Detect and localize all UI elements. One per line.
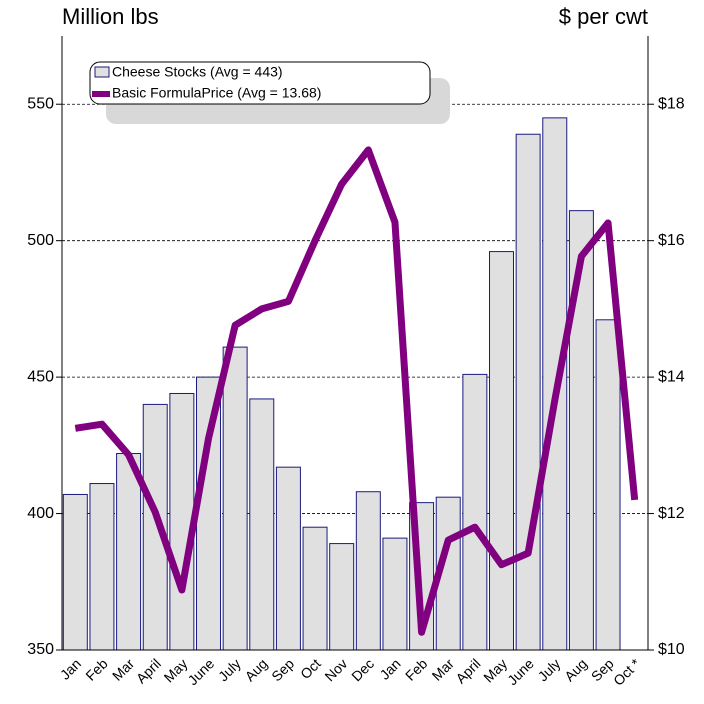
x-tick-label: Oct	[297, 655, 324, 682]
x-tick-label: Dec	[348, 655, 377, 684]
x-tick-label: Nov	[321, 655, 350, 684]
legend-swatch	[94, 66, 110, 78]
y-tick-label: 500	[27, 232, 54, 249]
y2-tick-label: $14	[658, 368, 685, 385]
bar	[62, 493, 88, 651]
x-tick-label: Aug	[561, 655, 590, 684]
y2-tick-label: $16	[658, 232, 685, 249]
bar	[275, 466, 301, 651]
bar	[515, 133, 541, 651]
bar	[302, 526, 328, 651]
x-tick-label: July	[535, 655, 564, 684]
bar	[249, 398, 275, 651]
x-tick-label: May	[480, 655, 510, 685]
x-tick-label: July	[215, 655, 244, 684]
x-tick-label: June	[504, 655, 537, 688]
bar	[462, 373, 488, 651]
x-tick-label: Jan	[57, 655, 84, 682]
y-tick-label: 550	[27, 95, 54, 112]
y2-tick-label: $12	[658, 505, 685, 522]
x-tick-label: Mar	[429, 655, 458, 684]
bar	[382, 537, 408, 651]
x-tick-label: April	[452, 655, 483, 686]
bar	[222, 346, 248, 651]
y-tick-label: 450	[27, 368, 54, 385]
x-tick-label: May	[161, 655, 191, 685]
x-tick-label: June	[184, 655, 217, 688]
y2-tick-label: $18	[658, 95, 685, 112]
y2-axis-label: $ per cwt	[559, 4, 648, 29]
x-tick-label: Jan	[376, 655, 403, 682]
y-axis-label: Million lbs	[62, 4, 159, 29]
bar	[89, 483, 115, 651]
bar	[116, 453, 142, 651]
bar	[489, 251, 514, 651]
x-tick-label: Aug	[242, 655, 271, 684]
bar	[169, 392, 195, 651]
x-tick-label: April	[133, 655, 164, 686]
x-tick-label: Oct *	[610, 655, 644, 689]
legend-label: Cheese Stocks (Avg = 443)	[112, 64, 283, 80]
x-tick-label: Mar	[109, 655, 138, 684]
y-tick-label: 350	[27, 641, 54, 658]
x-tick-label: Sep	[268, 655, 297, 684]
x-tick-label: Feb	[402, 655, 431, 684]
bar	[329, 543, 355, 651]
price-line	[74, 146, 639, 636]
x-tick-label: Feb	[82, 655, 111, 684]
y-tick-label: 400	[27, 505, 54, 522]
bar	[595, 319, 621, 651]
legend	[89, 61, 431, 105]
bar	[355, 491, 381, 651]
y2-tick-label: $10	[658, 641, 685, 658]
bar	[568, 210, 594, 651]
legend-label: Basic FormulaPrice (Avg = 13.68)	[112, 85, 321, 101]
